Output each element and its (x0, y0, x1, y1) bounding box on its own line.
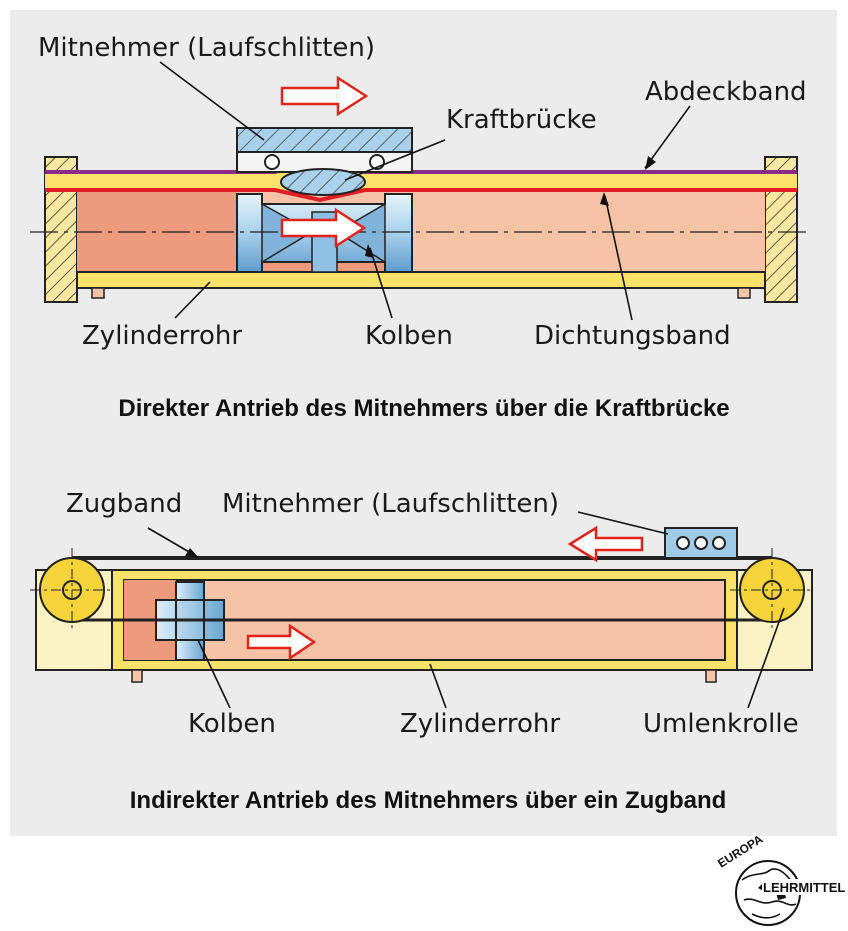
cylinder-tube-wall (76, 271, 766, 289)
carriage-roller-left (264, 154, 280, 170)
label-abdeckband: Abdeckband (645, 77, 807, 107)
background-panel (10, 10, 837, 836)
caption-direct-drive: Direkter Antrieb des Mitnehmers über die… (118, 395, 729, 422)
label-zugband: Zugband (66, 489, 182, 519)
logo-line2: LEHRMITTEL (763, 880, 845, 895)
label-kraftbruecke: Kraftbrücke (446, 105, 597, 135)
label-kolben-top: Kolben (365, 321, 453, 351)
label-kolben-bottom: Kolben (188, 709, 276, 739)
label-mitnehmer-top: Mitnehmer (Laufschlitten) (38, 33, 375, 63)
europa-lehrmittel-logo: EUROPA LEHRMITTEL (715, 832, 845, 926)
label-mitnehmer-bottom: Mitnehmer (Laufschlitten) (222, 489, 559, 519)
motion-arrow-piston-bottom (246, 623, 317, 661)
direct-drive-diagram: Mitnehmer (Laufschlitten) Kraftbrücke Ab… (30, 33, 812, 422)
top-slot-region (45, 172, 797, 190)
motion-arrow-carriage-bottom (567, 525, 644, 563)
label-zylinderrohr-bottom: Zylinderrohr (400, 709, 560, 739)
label-zylinderrohr-top: Zylinderrohr (82, 321, 242, 351)
force-bridge (280, 168, 366, 196)
indirect-drive-diagram: Zugband Mitnehmer (Laufschlitten) Kolben… (30, 489, 814, 814)
motion-arrow-carriage (280, 75, 369, 117)
motion-arrow-piston (280, 207, 367, 249)
label-dichtungsband: Dichtungsband (534, 321, 731, 351)
caption-indirect-drive: Indirekter Antrieb des Mitnehmers über e… (130, 787, 727, 814)
pressure-chamber (77, 190, 237, 272)
sealing-band (45, 188, 797, 203)
carriage-top (236, 127, 413, 153)
label-umlenkrolle: Umlenkrolle (643, 709, 799, 739)
